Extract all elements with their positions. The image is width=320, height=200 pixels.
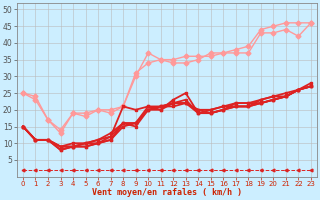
X-axis label: Vent moyen/en rafales ( km/h ): Vent moyen/en rafales ( km/h ) <box>92 188 242 197</box>
